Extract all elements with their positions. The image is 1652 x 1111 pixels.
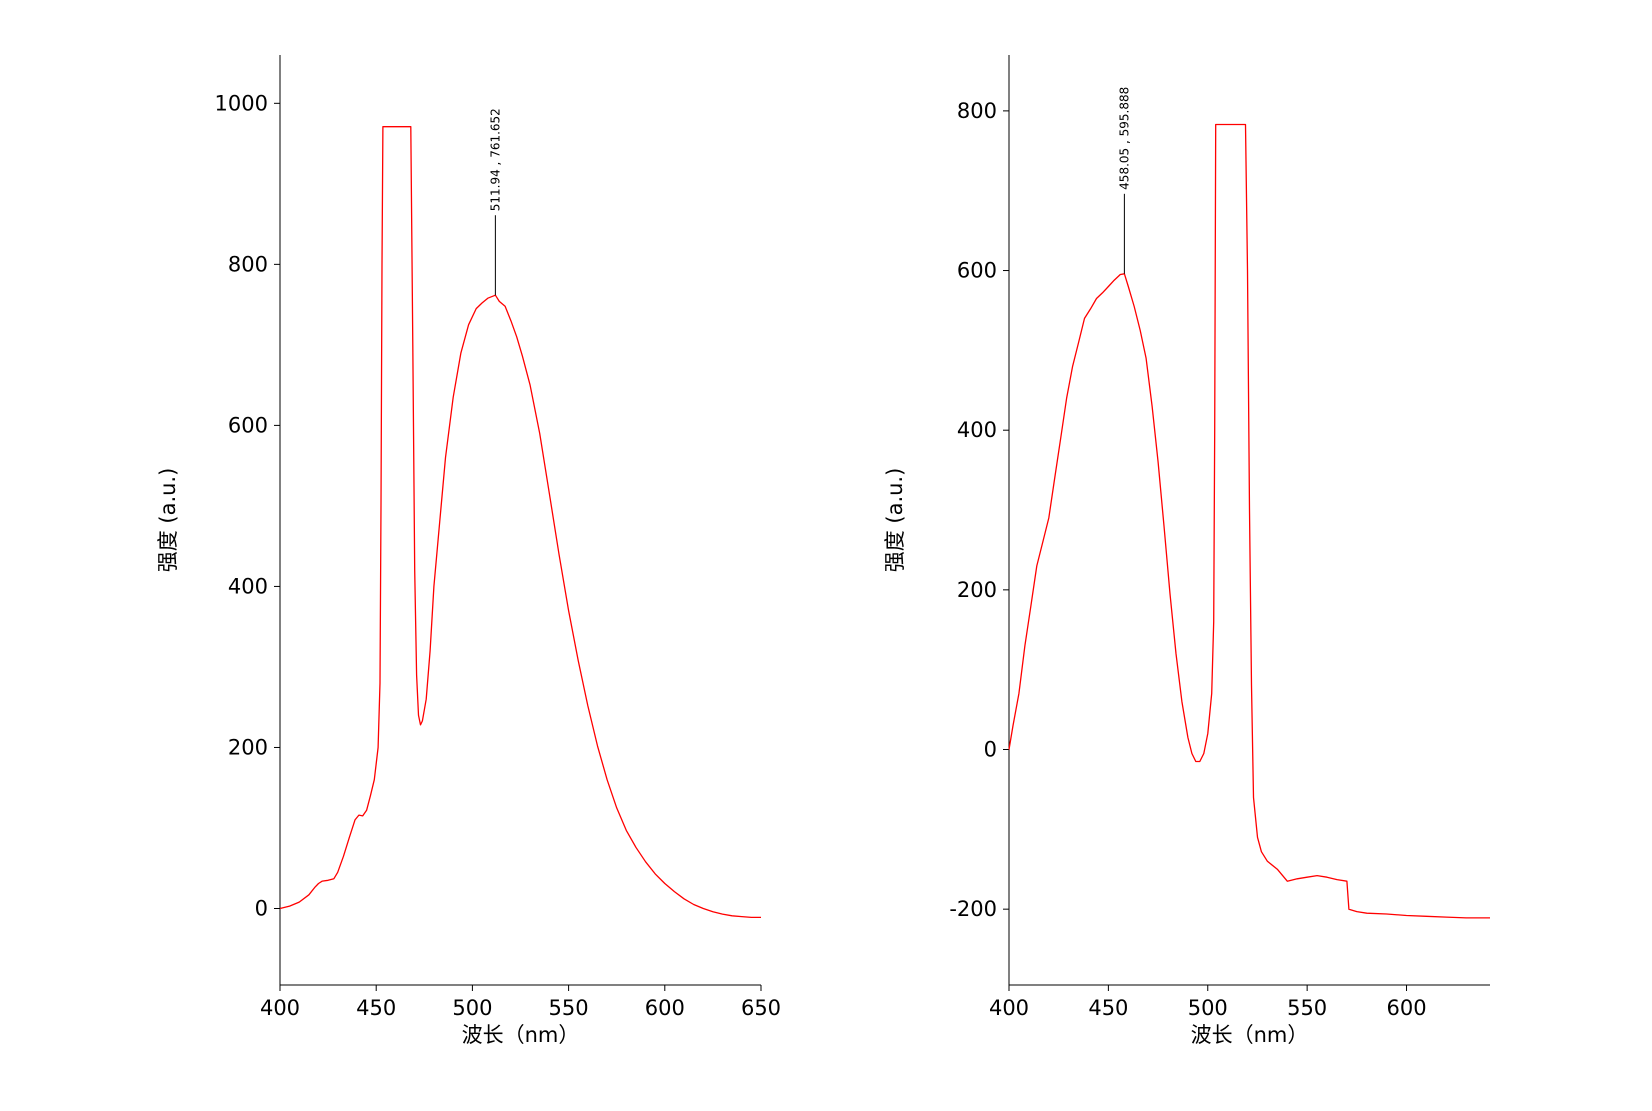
x-tick-label: 600 (1386, 996, 1426, 1020)
y-tick-label: 800 (957, 99, 997, 123)
x-tick-label: 550 (549, 996, 589, 1020)
y-tick-label: 600 (957, 259, 997, 283)
x-tick-label: 600 (645, 996, 685, 1020)
y-tick-label: -200 (949, 897, 997, 921)
x-tick-label: 500 (1188, 996, 1228, 1020)
peak-annotation-label: 511.94 , 761.652 (488, 108, 502, 211)
y-tick-label: 200 (957, 578, 997, 602)
x-tick-label: 450 (356, 996, 396, 1020)
x-axis-title: 波长（nm） (462, 1023, 580, 1047)
x-tick-label: 400 (260, 996, 300, 1020)
y-axis-title: 强度 (a.u.) (883, 468, 907, 573)
spectrum-line (279, 126, 761, 919)
y-tick-label: 1000 (215, 91, 268, 115)
x-tick-label: 550 (1287, 996, 1327, 1020)
y-tick-label: 0 (255, 897, 268, 921)
chart-right: 400 450 500 550 600 -200 0 200 400 600 800 波长（nm） 强度… (883, 55, 1490, 1047)
y-tick-label: 600 (228, 413, 268, 437)
x-axis-title: 波长（nm） (1191, 1023, 1309, 1047)
y-tick-label: 800 (228, 252, 268, 276)
peak-annotation-label: 458.05 , 595.888 (1117, 87, 1131, 190)
chart-left: 400 450 500 550 600 650 0 200 400 600 800 1000 波长（nm… (156, 55, 781, 1047)
x-tick-label: 450 (1088, 996, 1128, 1020)
x-tick-label: 500 (452, 996, 492, 1020)
x-tick-label: 650 (741, 996, 781, 1020)
y-tick-label: 0 (984, 738, 997, 762)
x-tick-label: 400 (989, 996, 1029, 1020)
spectrum-line (1008, 123, 1490, 919)
y-tick-label: 400 (228, 574, 268, 598)
y-axis-title: 强度 (a.u.) (156, 468, 180, 573)
y-tick-label: 200 (228, 735, 268, 759)
y-tick-label: 400 (957, 418, 997, 442)
